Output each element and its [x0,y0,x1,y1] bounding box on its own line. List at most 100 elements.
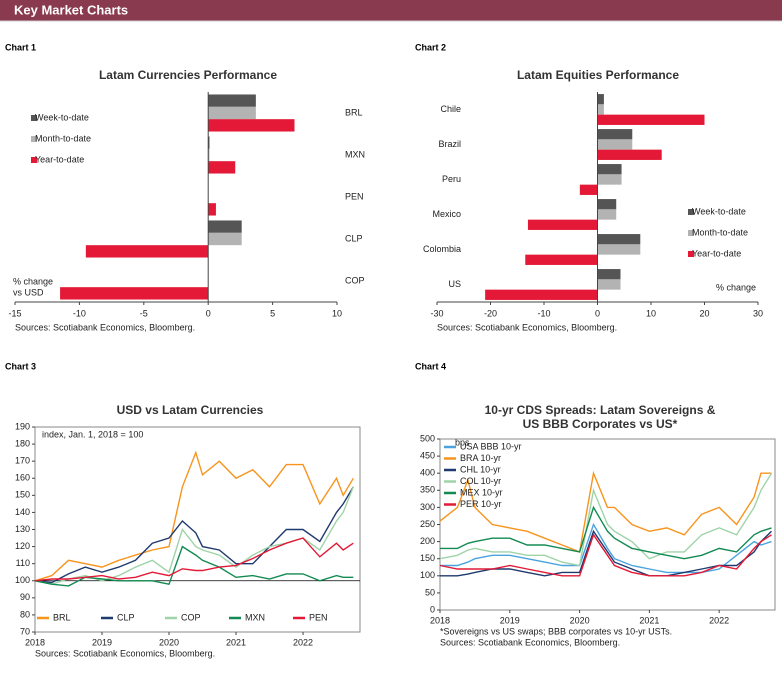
y-tick-label: 180 [15,438,30,448]
bar [597,209,617,220]
category-label: US [448,279,461,289]
line-series [439,533,772,577]
x-tick-label: -20 [484,308,497,318]
legend-swatch [688,230,694,236]
legend-label: Year-to-date [692,248,741,258]
category-label: Colombia [423,244,461,254]
legend-label: MXN [245,612,265,622]
bar [208,203,216,216]
legend-label: COL 10-yr [460,476,501,486]
line-series [34,537,354,582]
y-tick-label: 100 [420,570,435,580]
bar [208,148,210,162]
category-label: BRL [345,107,363,117]
bar [527,219,598,230]
x-tick-label: 2020 [570,615,590,625]
bar [597,149,662,160]
title: USD vs Latam Currencies [117,403,264,417]
legend-label: USA BBB 10-yr [460,441,522,451]
y-tick-label: 300 [420,502,435,512]
legend-label: BRL [53,612,71,622]
annotation: % change [13,276,53,286]
x-tick-label: 2019 [92,637,112,647]
x-tick-label: 2020 [159,637,179,647]
x-tick-label: 30 [753,308,763,318]
line-series [439,472,773,567]
x-tick-label: 5 [270,308,275,318]
category-label: PEN [345,191,364,201]
bar [579,184,598,195]
source: Sources: Scotiabank Economics, Bloomberg… [440,637,620,647]
legend-swatch [31,136,37,142]
bar [208,119,295,132]
x-tick-label: 2018 [430,615,450,625]
y-tick-label: 170 [15,456,30,466]
chart-label: Chart 2 [415,42,446,52]
x-tick-label: 20 [699,308,709,318]
chart-label: Chart 3 [5,361,36,371]
header-title: Key Market Charts [14,2,128,17]
bar [485,289,598,300]
line-series [34,450,354,582]
y-tick-label: 400 [420,468,435,478]
y-tick-label: 90 [20,592,30,602]
y-tick-label: 200 [420,536,435,546]
line-series [34,486,354,584]
bar [85,245,209,258]
legend-label: CLP [117,612,135,622]
bar [597,269,621,280]
legend-label: CHL 10-yr [460,464,501,474]
legend-label: MEX 10-yr [460,487,503,497]
line-series [439,470,772,553]
x-tick-label: -10 [537,308,550,318]
chart-label: Chart 4 [415,361,446,371]
bar [208,136,210,149]
y-tick-label: 350 [420,485,435,495]
title: 10-yr CDS Spreads: Latam Sovereigns & [485,403,716,417]
category-label: Peru [442,174,461,184]
y-tick-label: 80 [20,609,30,619]
y-tick-label: 110 [16,558,30,568]
legend-label: Month-to-date [692,227,748,237]
bar [208,106,256,120]
bar [597,199,617,210]
bar [597,129,633,140]
bar [597,114,705,125]
x-tick-label: 10 [646,308,656,318]
x-tick-label: 2022 [293,637,313,647]
category-label: Mexico [432,209,461,219]
x-tick-label: 2022 [709,615,729,625]
y-tick-label: 0 [430,604,435,614]
bar [208,232,242,246]
title: Latam Equities Performance [517,68,679,82]
bar [597,279,621,290]
x-tick-label: -30 [430,308,443,318]
bar [597,234,641,245]
y-tick-label: 120 [15,541,30,551]
annotation: bps [455,437,470,447]
bar [525,254,598,265]
category-label: COP [345,275,365,285]
bar [597,104,604,115]
legend-label: BRA 10-yr [460,453,501,463]
bar [208,161,236,174]
y-tick-label: 140 [15,507,30,517]
line-series [34,545,354,587]
x-tick-label: 0 [595,308,600,318]
x-tick-label: 2021 [226,637,246,647]
y-tick-label: 190 [15,421,30,431]
x-tick-label: 0 [206,308,211,318]
legend-label: Year-to-date [35,154,84,164]
legend-label: Week-to-date [692,206,746,216]
y-tick-label: 50 [425,587,435,597]
annotation: % change [716,282,756,292]
legend-swatch [688,251,694,257]
legend-swatch [31,157,37,163]
category-label: CLP [345,233,363,243]
legend-swatch [688,209,694,215]
source: Sources: Scotiabank Economics, Bloomberg… [35,648,215,658]
y-tick-label: 130 [15,524,30,534]
bar [597,139,633,150]
legend-label: PER 10-yr [460,499,502,509]
legend-label: COP [181,612,201,622]
